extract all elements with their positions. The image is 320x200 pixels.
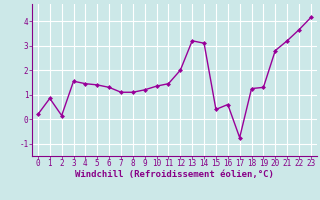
X-axis label: Windchill (Refroidissement éolien,°C): Windchill (Refroidissement éolien,°C)	[75, 170, 274, 179]
